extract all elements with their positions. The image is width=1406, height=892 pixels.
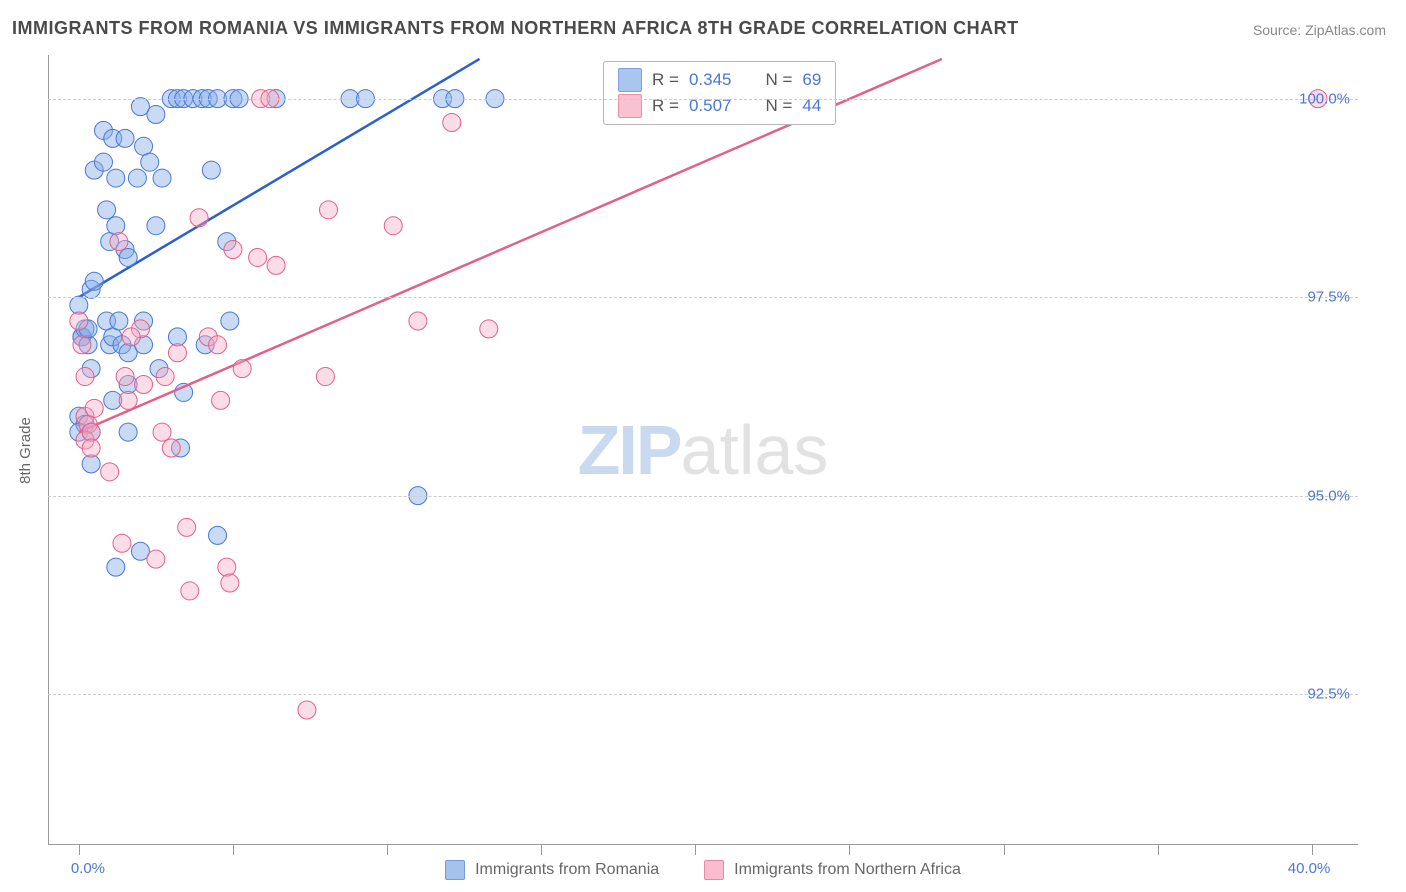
point-nafrica [218,558,236,576]
point-romania [147,106,165,124]
point-nafrica [181,582,199,600]
point-nafrica [316,368,334,386]
chart-title: IMMIGRANTS FROM ROMANIA VS IMMIGRANTS FR… [12,18,1019,39]
legend-row-romania: R = 0.345N = 69 [618,67,821,93]
point-romania [135,137,153,155]
point-romania [107,169,125,187]
point-nafrica [224,241,242,259]
point-romania [116,129,134,147]
point-romania [168,328,186,346]
point-nafrica [85,399,103,417]
point-nafrica [409,312,427,330]
gridline-h [48,694,1358,695]
point-nafrica [209,336,227,354]
point-nafrica [212,391,230,409]
point-nafrica [73,336,91,354]
point-nafrica [233,360,251,378]
point-nafrica [162,439,180,457]
point-nafrica [70,312,88,330]
gridline-h [48,297,1358,298]
point-romania [221,312,239,330]
y-tick-label: 97.5% [1307,289,1350,306]
point-romania [107,558,125,576]
legend-label: Immigrants from Northern Africa [734,861,961,879]
point-nafrica [319,201,337,219]
source-credit: Source: ZipAtlas.com [1253,22,1386,38]
scatter-plot: ZIPatlas R = 0.345N = 69R = 0.507N = 44 … [48,55,1358,845]
point-romania [119,423,137,441]
point-nafrica [82,423,100,441]
legend-row-nafrica: R = 0.507N = 44 [618,93,821,119]
point-nafrica [221,574,239,592]
point-nafrica [190,209,208,227]
gridline-h [48,496,1358,497]
point-romania [202,161,220,179]
point-romania [70,296,88,314]
x-tick [1312,845,1313,855]
correlation-legend: R = 0.345N = 69R = 0.507N = 44 [603,61,836,125]
x-tick [695,845,696,855]
point-nafrica [153,423,171,441]
x-tick [1004,845,1005,855]
point-nafrica [82,439,100,457]
point-romania [110,312,128,330]
point-nafrica [147,550,165,568]
point-nafrica [267,256,285,274]
point-nafrica [135,375,153,393]
point-nafrica [443,113,461,131]
point-nafrica [110,233,128,251]
x-tick [79,845,80,855]
point-nafrica [116,368,134,386]
point-romania [128,169,146,187]
point-romania [141,153,159,171]
point-nafrica [298,701,316,719]
point-romania [82,455,100,473]
point-nafrica [384,217,402,235]
x-tick [849,845,850,855]
x-tick-label: 40.0% [1288,860,1331,877]
point-romania [94,153,112,171]
legend-label: Immigrants from Romania [475,861,659,879]
x-tick [233,845,234,855]
plot-svg [48,55,1358,845]
x-tick [387,845,388,855]
point-nafrica [122,328,140,346]
point-nafrica [119,391,137,409]
legend-swatch [618,94,642,118]
y-axis-label: 8th Grade [10,55,40,845]
point-romania [98,201,116,219]
gridline-h [48,99,1358,100]
y-tick-label: 92.5% [1307,686,1350,703]
source-label: Source: [1253,22,1305,38]
point-nafrica [76,368,94,386]
legend-swatch [445,860,465,880]
legend-item-nafrica[interactable]: Immigrants from Northern Africa [704,860,961,880]
point-nafrica [101,463,119,481]
x-tick [1158,845,1159,855]
y-tick-label: 100.0% [1299,90,1350,107]
point-nafrica [113,534,131,552]
point-romania [147,217,165,235]
point-romania [107,217,125,235]
series-legend: Immigrants from Romania Immigrants from N… [48,860,1358,880]
point-romania [209,526,227,544]
point-romania [85,272,103,290]
x-tick-label: 0.0% [71,860,105,877]
x-tick [541,845,542,855]
point-romania [119,248,137,266]
point-nafrica [178,518,196,536]
legend-item-romania[interactable]: Immigrants from Romania [445,860,659,880]
legend-swatch [704,860,724,880]
source-link[interactable]: ZipAtlas.com [1305,22,1386,38]
point-nafrica [480,320,498,338]
point-nafrica [249,248,267,266]
point-nafrica [168,344,186,362]
legend-swatch [618,68,642,92]
point-nafrica [156,368,174,386]
y-tick-label: 95.0% [1307,487,1350,504]
point-romania [153,169,171,187]
